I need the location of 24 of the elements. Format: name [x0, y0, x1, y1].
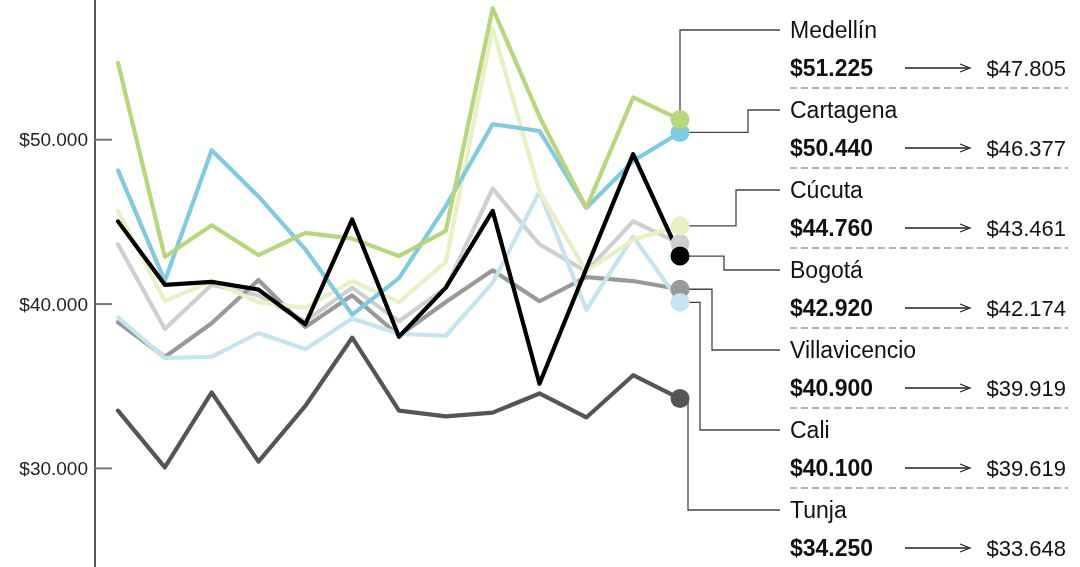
text: $46.377 — [986, 135, 1066, 161]
y-tick-label: $50.000 — [19, 129, 88, 151]
text: $42.174 — [986, 295, 1066, 321]
data-label: $50.440 — [790, 135, 874, 162]
text: Cúcuta — [790, 177, 864, 204]
data-label: $44.760 — [790, 215, 874, 242]
text: Villavicencio — [790, 337, 917, 364]
text: Bogotá — [790, 257, 864, 284]
data-label: $40.100 — [790, 455, 874, 482]
data-label: $40.900 — [790, 375, 874, 402]
text: $39.619 — [986, 455, 1066, 481]
text: $33.648 — [986, 535, 1066, 561]
data-label: $51.225 — [790, 55, 874, 82]
data-label: $34.250 — [790, 535, 874, 562]
text: Medellín — [790, 17, 877, 44]
text: $47.805 — [986, 55, 1066, 81]
text: Cartagena — [790, 97, 898, 124]
text: $43.461 — [986, 215, 1066, 241]
text: $39.919 — [986, 375, 1066, 401]
text: Tunja — [790, 497, 847, 524]
y-tick-label: $40.000 — [19, 293, 88, 315]
data-label: $42.920 — [790, 295, 874, 322]
y-tick-label: $30.000 — [19, 458, 88, 480]
text: Cali — [790, 417, 830, 444]
